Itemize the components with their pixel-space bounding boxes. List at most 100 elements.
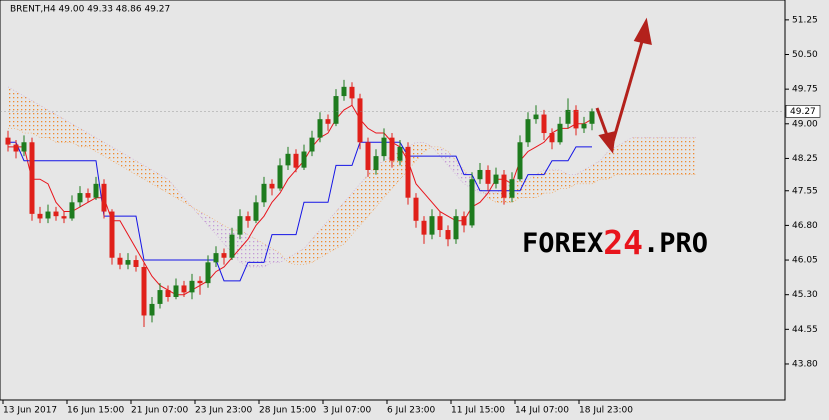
cloud-segment [280,253,288,263]
cloud-edge [7,86,696,268]
cloud-segment [424,142,432,152]
candle-body [149,303,155,316]
candle-body [45,211,51,219]
cloud-segment [128,156,136,175]
cloud-segment [624,137,632,175]
cloud-segment [320,220,328,258]
candle-body [573,109,579,129]
cloud-segment [352,183,360,235]
candle-body [237,216,243,235]
cloud-segment [32,100,40,138]
candle-body [541,114,547,134]
cloud-segment [176,188,184,203]
plot-frame [0,0,786,401]
y-tick-label: 50.50 [792,50,818,60]
candle-body [13,144,19,152]
candle-body [421,220,427,235]
cloud-segment [656,137,664,175]
candle-body [517,142,523,180]
candle-body [565,109,571,124]
cloud-segment [560,169,568,189]
cloud-segment [72,123,80,147]
candle-body [365,142,371,170]
candle-body [229,234,235,258]
cloud-segment [144,165,152,184]
arrow-up [610,37,645,146]
candle-body [197,280,203,284]
cloud-segment [432,146,440,157]
cloud-segment [160,174,168,194]
cloud-segment [368,165,376,217]
candle-body [277,165,283,189]
cloud-segment [56,114,64,143]
cloud-segment [216,220,224,244]
cloud-segment [536,169,544,198]
cloud-segment [16,91,24,134]
cloud-segment [336,202,344,249]
cloud-segment [208,216,216,235]
x-tick-label: 13 Jun 2017 [3,406,57,416]
cloud-segment [448,151,456,175]
cloud-segment [312,230,320,263]
arrow-head [633,17,652,45]
cloud-segment [48,109,56,143]
cloud-segment [328,211,336,254]
candle-body [5,137,11,145]
x-tick-label: 6 Jul 23:00 [387,406,436,416]
watermark-part: FOREX [522,228,603,259]
watermark: FOREX24.PRO [522,223,708,262]
candle-body [157,290,163,304]
cloud-segment [616,142,624,175]
cloud-segment [136,160,144,180]
candle-body [533,114,539,120]
cloud-segment [640,137,648,175]
candle-body [325,119,331,124]
cloud-segment [288,253,296,265]
cloud-segment [648,137,656,175]
cloud-segment [80,128,88,147]
candle-body [173,285,179,297]
candle-body [261,183,267,203]
cloud-segment [688,137,696,175]
candle-body [309,137,315,152]
candle-body [125,260,131,265]
cloud-segment [568,174,576,189]
cloud-segment [360,174,368,226]
cloud-segment [248,234,256,267]
cloud-segment [272,248,280,263]
candle-body [493,174,499,184]
y-tick-label: 46.05 [792,256,818,266]
cloud-segment [664,137,672,175]
candle-body [285,153,291,166]
candle-body [61,216,67,219]
candle-body [189,280,195,293]
cloud-segment [384,156,392,198]
cloud-segment [544,169,552,194]
candle-body [133,260,139,267]
y-tick-label: 49.00 [792,119,818,129]
cloud-segment [64,119,72,143]
candle-body [397,146,403,161]
cloud-segment [256,239,264,267]
cloud-segment [112,146,120,166]
y-tick-label: 49.75 [792,85,818,95]
candle-body [549,133,555,143]
candle-body [141,266,147,316]
candle-body [525,119,531,143]
candle-body [77,193,83,203]
candle-body [221,253,227,258]
cloud-segment [152,169,160,189]
cloud-segment [584,165,592,184]
cloud-segment [104,142,112,161]
cloud-segment [296,248,304,265]
cloud-segment [592,160,600,184]
candle-body [477,169,483,180]
cloud-segment [88,133,96,152]
candle-body [413,197,419,221]
x-tick-label: 11 Jul 15:00 [451,406,505,416]
candle-body [501,174,507,198]
y-tick-label: 44.55 [792,325,818,335]
cloud-segment [520,179,528,198]
cloud-segment [40,105,48,138]
